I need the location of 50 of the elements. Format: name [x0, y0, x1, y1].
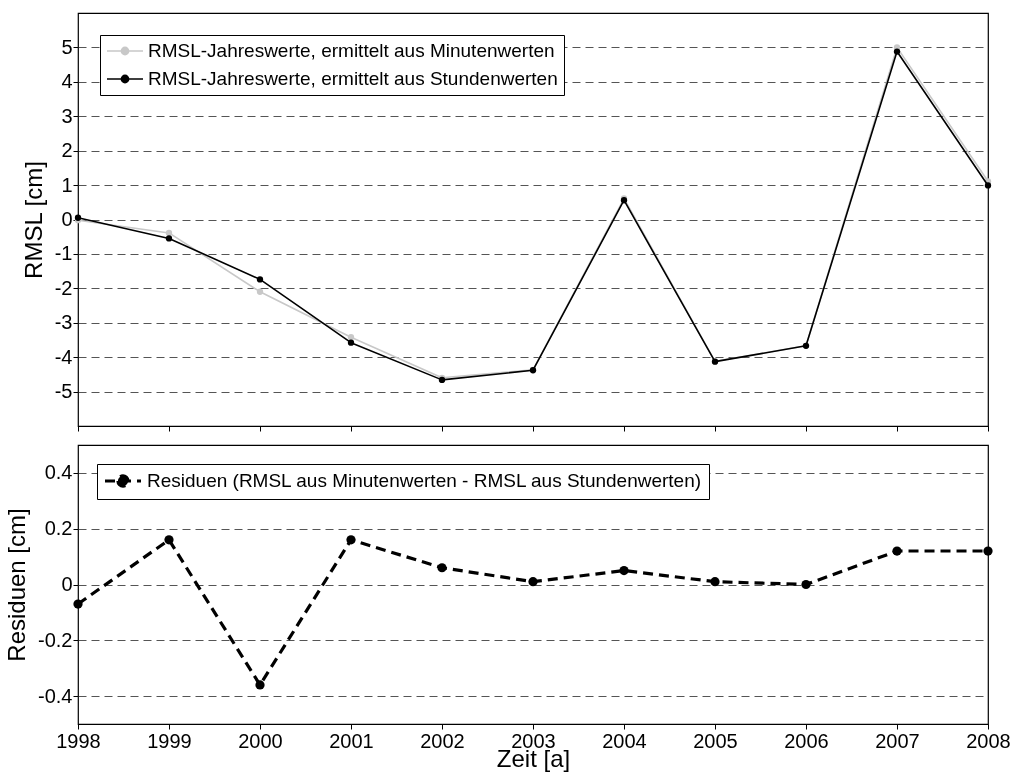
- y-tick-label: 0.2: [44, 517, 73, 540]
- point: [347, 334, 355, 341]
- point: [347, 339, 355, 346]
- point: [528, 577, 538, 587]
- y-axis-title: RMSL [cm]: [19, 161, 47, 279]
- point: [165, 235, 173, 242]
- y-tick-label: -0.4: [38, 684, 73, 707]
- y-tick-label: 3: [61, 104, 73, 127]
- point: [437, 563, 447, 573]
- y-tick-label: 2: [61, 139, 73, 162]
- point: [801, 579, 811, 590]
- y-tick-label: 0.4: [44, 461, 73, 484]
- y-tick-label: 0: [61, 573, 73, 595]
- x-tick-label: 2002: [420, 729, 465, 752]
- y-tick-label: -0.2: [38, 628, 73, 651]
- point: [619, 565, 629, 576]
- y-tick-label: 5: [61, 35, 73, 58]
- point: [710, 577, 720, 587]
- x-tick-label: 2001: [329, 729, 374, 752]
- y-axis-title: Residuen [cm]: [3, 508, 31, 662]
- y-tick-label: 0: [61, 208, 73, 230]
- y-tick-label: -3: [54, 311, 73, 334]
- legend-label: RMSL-Jahreswerte, ermittelt aus Minutenwerten: [148, 40, 555, 61]
- legend-label: RMSL-Jahreswerte, ermittelt aus Stundenwerten: [148, 68, 558, 89]
- point: [256, 288, 264, 295]
- point: [255, 680, 265, 690]
- x-tick-label: 1999: [147, 729, 192, 752]
- point: [73, 599, 83, 609]
- y-tick-label: 1: [61, 173, 73, 196]
- point: [983, 546, 993, 556]
- x-tick-label: 2008: [966, 729, 1011, 752]
- y-tick-label: 4: [61, 70, 73, 93]
- y-tick-label: -5: [54, 380, 73, 403]
- y-tick-label: -2: [54, 276, 73, 299]
- x-tick-label: 2004: [602, 729, 647, 752]
- point: [346, 535, 356, 545]
- legend-label: Residuen (RMSL aus Minutenwerten - RMSL aus Stundenwerten): [147, 470, 702, 491]
- x-tick-label: 1998: [56, 729, 101, 752]
- y-tick-label: -4: [54, 345, 73, 368]
- point: [164, 535, 174, 545]
- point: [984, 182, 992, 189]
- x-tick-label: 2005: [693, 729, 738, 752]
- y-tick-label: -1: [54, 242, 73, 265]
- point: [893, 48, 901, 55]
- point: [892, 546, 902, 556]
- point: [256, 276, 264, 283]
- x-tick-label: 2007: [875, 729, 920, 752]
- x-tick-label: 2006: [784, 729, 829, 752]
- point: [165, 229, 173, 237]
- x-tick-label: 2000: [238, 729, 283, 752]
